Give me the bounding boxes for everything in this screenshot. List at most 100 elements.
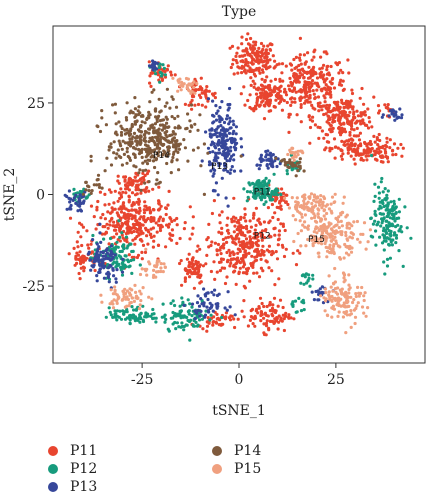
data-point bbox=[212, 293, 216, 297]
data-point bbox=[386, 213, 390, 217]
legend-swatch bbox=[212, 446, 222, 456]
data-point bbox=[388, 224, 392, 228]
data-point bbox=[312, 234, 316, 238]
data-point bbox=[107, 272, 111, 276]
data-point bbox=[306, 51, 310, 55]
data-point bbox=[192, 80, 196, 84]
data-point bbox=[249, 237, 253, 241]
data-point bbox=[348, 130, 352, 135]
data-point bbox=[253, 235, 257, 239]
data-point bbox=[308, 89, 312, 93]
data-point bbox=[252, 185, 256, 190]
data-point bbox=[146, 228, 150, 232]
data-point bbox=[106, 210, 110, 214]
data-point bbox=[95, 205, 99, 209]
data-point bbox=[227, 122, 231, 126]
data-point bbox=[335, 292, 340, 296]
data-point bbox=[216, 316, 220, 320]
data-point bbox=[148, 208, 152, 212]
data-point bbox=[316, 207, 320, 211]
data-point bbox=[325, 120, 329, 124]
data-point bbox=[246, 42, 251, 46]
data-point bbox=[154, 320, 158, 324]
data-point bbox=[134, 171, 138, 175]
data-point bbox=[155, 117, 159, 121]
data-point bbox=[246, 245, 250, 249]
data-point bbox=[323, 148, 327, 152]
data-point bbox=[137, 199, 141, 203]
data-point bbox=[393, 219, 397, 223]
data-point bbox=[276, 243, 280, 247]
data-point bbox=[310, 79, 315, 83]
data-point bbox=[262, 117, 267, 121]
data-point bbox=[105, 272, 109, 276]
data-point bbox=[357, 294, 361, 298]
data-point bbox=[158, 226, 162, 230]
data-point bbox=[264, 200, 268, 204]
data-point bbox=[200, 91, 204, 95]
data-point bbox=[273, 233, 277, 237]
data-point bbox=[303, 275, 307, 279]
data-point bbox=[176, 126, 180, 130]
data-point bbox=[234, 257, 238, 261]
data-point bbox=[67, 189, 71, 193]
data-point bbox=[240, 35, 244, 39]
data-point bbox=[399, 225, 403, 229]
data-point bbox=[295, 196, 299, 200]
data-point bbox=[261, 180, 265, 184]
data-point bbox=[135, 136, 139, 140]
data-point bbox=[133, 122, 137, 126]
data-point bbox=[184, 127, 188, 131]
data-point bbox=[265, 96, 269, 100]
data-point bbox=[196, 244, 200, 248]
data-point bbox=[89, 204, 94, 208]
data-point bbox=[260, 301, 264, 306]
data-point bbox=[239, 154, 243, 158]
data-point bbox=[186, 318, 190, 323]
data-point bbox=[284, 90, 288, 94]
data-point bbox=[307, 85, 312, 90]
data-point bbox=[213, 288, 217, 292]
data-point bbox=[322, 112, 326, 117]
data-point bbox=[137, 112, 141, 117]
data-point bbox=[107, 148, 111, 152]
data-point bbox=[130, 271, 134, 275]
data-point bbox=[315, 88, 319, 92]
data-point bbox=[346, 151, 350, 155]
data-point bbox=[306, 237, 310, 242]
data-point bbox=[118, 227, 123, 231]
data-point bbox=[283, 196, 287, 200]
data-point bbox=[231, 58, 235, 62]
data-point bbox=[148, 127, 152, 131]
data-point bbox=[88, 258, 92, 262]
data-point bbox=[115, 299, 119, 303]
data-point bbox=[108, 211, 113, 215]
data-point bbox=[281, 305, 285, 310]
data-point bbox=[337, 310, 341, 314]
data-point bbox=[374, 229, 378, 233]
data-point bbox=[308, 125, 313, 130]
data-point bbox=[111, 267, 115, 272]
data-point bbox=[290, 68, 294, 72]
data-point bbox=[390, 243, 394, 247]
data-point bbox=[294, 200, 298, 204]
data-point bbox=[321, 203, 325, 207]
data-point bbox=[155, 230, 159, 234]
data-point bbox=[207, 245, 211, 249]
data-point bbox=[327, 293, 331, 297]
data-point bbox=[380, 115, 384, 119]
data-point bbox=[329, 232, 333, 236]
data-point bbox=[187, 312, 191, 316]
data-point bbox=[252, 109, 256, 113]
data-point bbox=[264, 321, 269, 325]
cluster-p12-16 bbox=[242, 172, 283, 206]
data-point bbox=[137, 105, 141, 109]
data-point bbox=[280, 71, 284, 75]
data-point bbox=[109, 288, 113, 292]
data-point bbox=[123, 221, 127, 225]
data-point bbox=[219, 124, 223, 128]
data-point bbox=[345, 245, 350, 249]
data-point bbox=[259, 319, 263, 323]
data-point bbox=[325, 211, 329, 216]
data-point bbox=[151, 245, 155, 249]
